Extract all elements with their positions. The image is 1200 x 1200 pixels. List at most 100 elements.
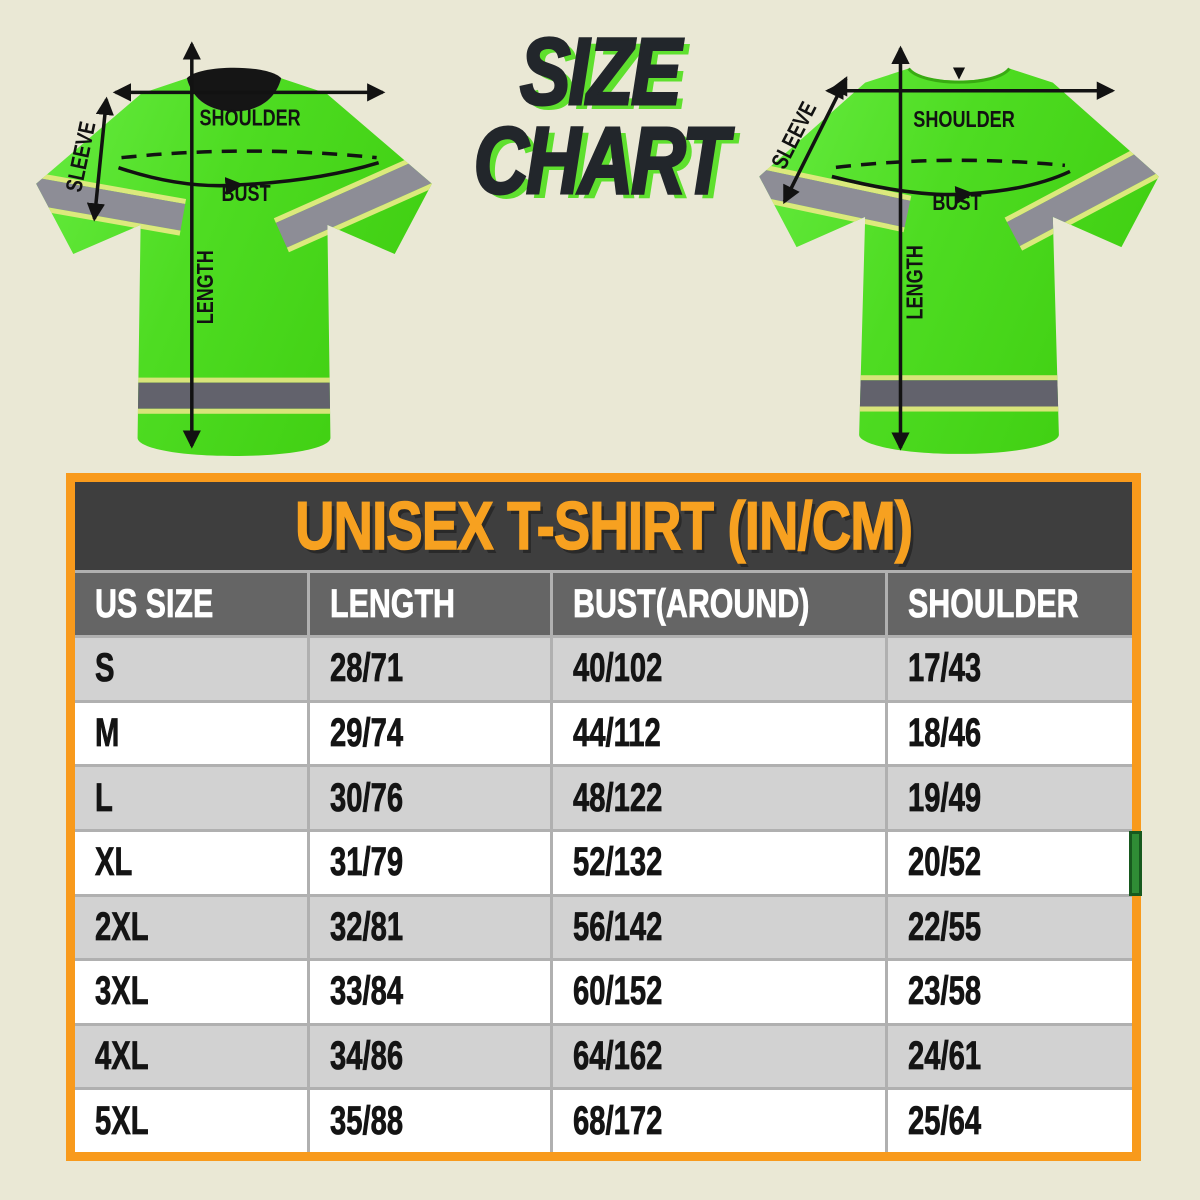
bust-label: BUST [932,190,981,216]
page-title: SIZE CHART [430,19,770,214]
table-cell: 56/142 [553,896,885,959]
cell-label: XL [95,840,133,885]
table-cell: 25/64 [887,1090,1132,1152]
table-cell: 40/102 [553,638,885,700]
column-header-label: BUST(AROUND) [573,581,810,626]
tshirt-back-diagram: SHOULDER BUST LENGTH SLEEVE [757,8,1161,464]
sleeve-arrow [86,96,114,222]
cell-label: 68/172 [573,1098,663,1143]
hem-reflective-stripe [118,377,350,414]
bust-dashed-line [121,149,377,160]
cell-label: 56/142 [573,904,663,949]
green-edge-artifact [1129,831,1142,896]
cell-label: M [95,710,120,756]
bust-arrow [831,174,974,205]
table-grid: US SIZE LENGTH BUST(AROUND) SHOULDER S 2… [75,570,1132,1152]
table-title: UNISEX T-SHIRT (IN/CM) [294,487,913,565]
table-cell: 28/71 [310,638,551,700]
cell-label: 30/76 [330,775,404,820]
cell-label: 48/122 [573,775,663,820]
size-chart-table: UNISEX T-SHIRT (IN/CM) US SIZE LENGTH BU… [66,473,1141,1161]
table-cell: 2XL [75,896,308,959]
bust-arc [240,160,380,187]
cell-label: S [95,646,115,691]
table-cell: 4XL [75,1025,308,1088]
bust-arrow [117,166,244,196]
bust-label: BUST [222,181,271,207]
shoulder-label: SHOULDER [200,105,301,131]
table-cell: 3XL [75,961,308,1023]
table-cell: 22/55 [887,896,1132,959]
table-cell: L [75,767,308,829]
cell-label: 35/88 [330,1098,404,1143]
cell-label: L [95,775,113,820]
table-cell: 24/61 [887,1025,1132,1088]
cell-label: 22/55 [907,904,981,949]
column-header-us-size: US SIZE [75,573,308,635]
table-cell: 44/112 [553,702,885,765]
cell-label: 18/46 [907,710,981,756]
table-cell: 35/88 [310,1090,551,1152]
cell-label: 23/58 [907,969,981,1014]
back-neck-notch [952,67,966,80]
column-header-label: SHOULDER [907,581,1079,626]
table-cell: S [75,638,308,700]
table-cell: 52/132 [553,831,885,894]
cell-label: 17/43 [907,646,981,691]
table-cell: 68/172 [553,1090,885,1152]
cell-label: 3XL [95,969,149,1014]
table-title-row: UNISEX T-SHIRT (IN/CM) [75,482,1132,570]
cell-label: 25/64 [907,1098,981,1143]
cell-label: 20/52 [907,840,981,885]
table-cell: 23/58 [887,961,1132,1023]
table-cell: 29/74 [310,702,551,765]
cell-label: 24/61 [907,1034,981,1079]
table-cell: 48/122 [553,767,885,829]
sleeve-arrow [782,76,848,205]
column-header-bust: BUST(AROUND) [553,573,885,635]
bust-arc [970,169,1071,196]
cell-label: 34/86 [330,1034,404,1079]
table-cell: M [75,702,308,765]
shirt-body [759,68,1159,454]
table-cell: 64/162 [553,1025,885,1088]
page-title-line2: CHART [473,108,730,214]
cell-label: 29/74 [330,710,404,756]
cell-label: 32/81 [330,904,404,949]
tshirt-back-illustration: SHOULDER BUST LENGTH SLEEVE [759,45,1159,454]
cell-label: 28/71 [330,646,404,691]
cell-label: 44/112 [573,710,662,756]
table-cell: XL [75,831,308,894]
table-cell: 17/43 [887,638,1132,700]
table-cell: 33/84 [310,961,551,1023]
table-cell: 31/79 [310,831,551,894]
cell-label: 40/102 [573,646,663,691]
table-cell: 32/81 [310,896,551,959]
shoulder-label: SHOULDER [913,107,1015,133]
table-cell: 18/46 [887,702,1132,765]
column-header-label: LENGTH [330,581,456,626]
length-label: LENGTH [193,250,219,324]
cell-label: 52/132 [573,840,663,885]
page-title-line1: SIZE [519,19,683,125]
cell-label: 64/162 [573,1034,663,1079]
cell-label: 2XL [95,904,149,949]
hem-reflective-stripe [839,375,1079,412]
column-header-shoulder: SHOULDER [887,573,1132,635]
table-cell: 5XL [75,1090,308,1152]
table-cell: 34/86 [310,1025,551,1088]
table-cell: 19/49 [887,767,1132,829]
cell-label: 31/79 [330,840,404,885]
cell-label: 4XL [95,1034,149,1079]
table-cell: 20/52 [887,831,1132,894]
cell-label: 19/49 [907,775,981,820]
length-label: LENGTH [903,245,929,319]
tshirt-front-illustration: SHOULDER BUST LENGTH SLEEVE [36,41,432,456]
table-cell: 60/152 [553,961,885,1023]
table-cell: 30/76 [310,767,551,829]
cell-label: 5XL [95,1098,149,1143]
bust-dashed-line [835,158,1066,170]
tshirt-front-diagram: SHOULDER BUST LENGTH SLEEVE [33,14,435,466]
column-header-length: LENGTH [310,573,551,635]
